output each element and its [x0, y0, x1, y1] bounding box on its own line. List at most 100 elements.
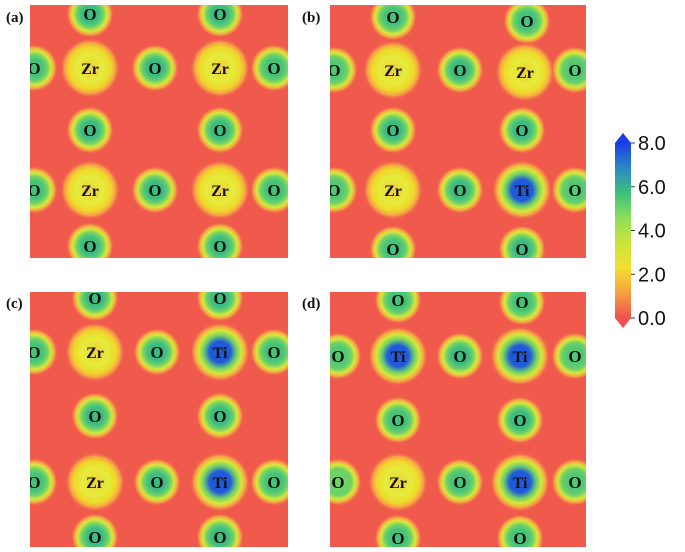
- atom-o-density: [436, 46, 484, 94]
- atom-label-o: O: [453, 347, 466, 366]
- atom-o-density: [551, 46, 586, 94]
- atom-zr-density: [60, 160, 120, 220]
- atom-ti-density: [492, 160, 552, 220]
- atom-label-zr: Zr: [211, 183, 229, 200]
- atom-o-density: [196, 292, 244, 322]
- atom-label-o: O: [267, 59, 280, 78]
- atom-label-zr: Zr: [384, 183, 402, 200]
- atom-o-density: [498, 106, 546, 154]
- atom-o-density: [436, 166, 484, 214]
- atom-label-o: O: [267, 343, 280, 362]
- atom-label-ti: Ti: [515, 183, 530, 200]
- atom-o-density: [133, 328, 181, 376]
- atom-o-density: [196, 106, 244, 154]
- atom-label-ti: Ti: [213, 475, 228, 492]
- atom-zr-density: [363, 40, 423, 100]
- atom-label-zr: Zr: [86, 345, 104, 362]
- atom-label-o: O: [391, 411, 404, 430]
- atom-label-o: O: [83, 121, 96, 140]
- atom-label-o: O: [391, 291, 404, 310]
- atom-zr-density: [368, 452, 428, 512]
- atom-o-density: [250, 328, 288, 376]
- panel-d: O O O Ti O Ti O O O O Zr O Ti O O O: [330, 291, 586, 548]
- panel-b: O O O Zr O Zr O O O O Zr O Ti O O O: [327, 5, 586, 259]
- atom-label-o: O: [513, 411, 526, 430]
- atom-label-o: O: [213, 528, 226, 547]
- atom-o-density: [196, 513, 244, 547]
- atom-o-density: [196, 392, 244, 440]
- atom-label-o: O: [213, 5, 226, 24]
- atom-label-zr: Zr: [81, 61, 99, 78]
- atom-o-density: [436, 458, 484, 506]
- atom-label-o: O: [213, 121, 226, 140]
- atom-o-density: [71, 513, 119, 547]
- atom-o-density: [330, 458, 362, 506]
- atom-o-density: [369, 225, 417, 258]
- colorbar: 0.0 2.0 4.0 6.0 8.0: [615, 133, 666, 330]
- atom-ti-density: [490, 326, 550, 386]
- atom-label-o: O: [213, 237, 226, 256]
- atom-o-density: [330, 166, 358, 214]
- atom-label-o: O: [83, 237, 96, 256]
- atom-o-density: [250, 166, 288, 214]
- atom-label-zr: Zr: [516, 65, 534, 82]
- atom-o-density: [66, 222, 114, 258]
- atom-zr-density: [65, 452, 125, 512]
- atom-label-zr: Zr: [86, 475, 104, 492]
- colorbar-tick-label: 8.0: [638, 133, 666, 155]
- atom-zr-density: [65, 322, 125, 382]
- atom-o-density: [551, 332, 586, 380]
- atom-label-o: O: [331, 347, 344, 366]
- atom-label-zr: Zr: [384, 63, 402, 80]
- atom-o-density: [30, 166, 58, 214]
- atom-label-o: O: [453, 61, 466, 80]
- atom-label-o: O: [27, 473, 40, 492]
- atom-label-o: O: [83, 5, 96, 24]
- atom-label-o: O: [515, 121, 528, 140]
- atom-o-density: [498, 225, 546, 258]
- panel-b-background: [330, 5, 586, 258]
- panel-c: O O O Zr O Ti O O O O Zr O Ti O O O: [27, 289, 288, 547]
- atom-label-o: O: [267, 473, 280, 492]
- atom-ti-density: [190, 322, 250, 382]
- atom-label-zr: Zr: [389, 475, 407, 492]
- atom-label-o: O: [331, 473, 344, 492]
- colorbar-tick-label: 6.0: [638, 177, 666, 199]
- atom-o-density: [374, 292, 422, 324]
- atom-label-o: O: [327, 181, 340, 200]
- atom-label-o: O: [386, 240, 399, 259]
- atom-o-density: [131, 44, 179, 92]
- atom-o-density: [374, 396, 422, 444]
- atom-label-o: O: [515, 293, 528, 312]
- colorbar-max-arrow: [615, 133, 631, 143]
- atom-o-density: [369, 106, 417, 154]
- atom-label-o: O: [513, 529, 526, 548]
- atom-o-density: [369, 5, 417, 41]
- atom-o-density: [436, 332, 484, 380]
- atom-label-o: O: [88, 289, 101, 308]
- atom-label-o: O: [148, 59, 161, 78]
- atom-o-density: [551, 458, 586, 506]
- atom-o-density: [250, 458, 288, 506]
- atom-label-ti: Ti: [513, 349, 528, 366]
- atom-label-ti: Ti: [213, 345, 228, 362]
- atom-label-o: O: [27, 181, 40, 200]
- atom-zr-density: [60, 38, 120, 98]
- colorbar-ramp: [615, 143, 631, 318]
- panel-b-label: (b): [302, 10, 321, 26]
- atom-zr-density: [190, 160, 250, 220]
- atom-label-o: O: [386, 8, 399, 27]
- atom-o-density: [330, 46, 358, 94]
- atom-ti-density: [190, 452, 250, 512]
- atom-o-density: [250, 44, 288, 92]
- atom-label-o: O: [27, 59, 40, 78]
- atom-o-density: [496, 396, 544, 444]
- colorbar-tick-label: 0.0: [638, 308, 666, 330]
- colorbar-tick-label: 4.0: [638, 221, 666, 243]
- atom-label-o: O: [515, 240, 528, 259]
- atom-label-o: O: [148, 181, 161, 200]
- atom-label-o: O: [213, 407, 226, 426]
- atom-o-density: [551, 166, 586, 214]
- panel-a-label: (a): [6, 10, 24, 26]
